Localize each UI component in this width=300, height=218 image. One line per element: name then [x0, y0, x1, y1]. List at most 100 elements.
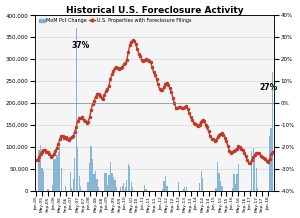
- Bar: [265, 191, 266, 203]
- Bar: [70, 172, 71, 191]
- Bar: [268, 191, 269, 215]
- Bar: [230, 191, 232, 212]
- Bar: [110, 162, 111, 191]
- Bar: [259, 191, 260, 196]
- Bar: [153, 191, 154, 210]
- Bar: [183, 189, 184, 191]
- Bar: [88, 182, 89, 191]
- Bar: [181, 191, 182, 196]
- Bar: [242, 191, 244, 200]
- Bar: [83, 191, 84, 206]
- Bar: [136, 191, 138, 205]
- Bar: [203, 191, 205, 200]
- Bar: [165, 176, 166, 191]
- Bar: [116, 187, 117, 191]
- Bar: [256, 168, 257, 191]
- Legend: MoM Pct Change, U.S. Properties with Foreclosure Filings: MoM Pct Change, U.S. Properties with For…: [37, 16, 193, 25]
- Bar: [111, 173, 112, 191]
- Bar: [248, 191, 249, 218]
- Bar: [77, 147, 78, 191]
- Bar: [251, 151, 252, 191]
- Bar: [214, 191, 215, 206]
- Bar: [50, 191, 52, 218]
- Bar: [198, 191, 199, 197]
- Bar: [130, 182, 132, 191]
- Bar: [79, 175, 80, 191]
- Bar: [53, 158, 55, 191]
- Bar: [92, 159, 93, 191]
- Bar: [74, 158, 75, 191]
- Bar: [80, 186, 81, 191]
- Bar: [232, 188, 233, 191]
- Text: 37%: 37%: [72, 41, 90, 50]
- Bar: [236, 174, 238, 191]
- Bar: [224, 191, 226, 215]
- Bar: [250, 190, 251, 191]
- Bar: [229, 191, 230, 218]
- Bar: [91, 146, 92, 191]
- Bar: [40, 145, 41, 191]
- Bar: [262, 191, 263, 208]
- Bar: [205, 191, 206, 214]
- Bar: [140, 191, 141, 200]
- Bar: [266, 191, 267, 212]
- Bar: [85, 191, 86, 199]
- Bar: [47, 189, 49, 191]
- Bar: [56, 155, 58, 191]
- Bar: [260, 191, 261, 218]
- Bar: [227, 191, 229, 218]
- Bar: [172, 191, 173, 216]
- Bar: [190, 191, 191, 211]
- Bar: [271, 128, 272, 191]
- Bar: [160, 191, 162, 196]
- Bar: [89, 163, 90, 191]
- Bar: [192, 191, 193, 212]
- Bar: [107, 185, 108, 191]
- Bar: [233, 174, 235, 191]
- Bar: [135, 191, 136, 200]
- Bar: [132, 187, 134, 191]
- Bar: [37, 191, 38, 194]
- Bar: [108, 175, 110, 191]
- Bar: [238, 164, 239, 191]
- Bar: [99, 191, 101, 200]
- Bar: [113, 177, 114, 191]
- Bar: [154, 191, 156, 201]
- Bar: [177, 191, 178, 194]
- Bar: [122, 186, 123, 191]
- Bar: [73, 179, 74, 191]
- Bar: [223, 191, 224, 203]
- Bar: [68, 191, 69, 198]
- Bar: [141, 191, 142, 203]
- Bar: [123, 183, 124, 191]
- Bar: [117, 191, 119, 194]
- Bar: [175, 191, 176, 212]
- Bar: [254, 158, 255, 191]
- Bar: [101, 191, 102, 204]
- Bar: [187, 191, 188, 204]
- Bar: [235, 184, 236, 191]
- Bar: [129, 167, 130, 191]
- Bar: [142, 191, 144, 195]
- Bar: [146, 189, 147, 191]
- Bar: [244, 191, 245, 218]
- Bar: [41, 168, 43, 191]
- Bar: [125, 187, 126, 191]
- Bar: [239, 191, 241, 200]
- Bar: [65, 186, 66, 191]
- Text: 27%: 27%: [259, 83, 278, 92]
- Bar: [164, 181, 165, 191]
- Bar: [98, 187, 99, 191]
- Bar: [217, 162, 218, 191]
- Bar: [186, 187, 187, 191]
- Bar: [114, 180, 116, 191]
- Bar: [152, 191, 153, 207]
- Title: Historical U.S. Foreclosure Activity: Historical U.S. Foreclosure Activity: [65, 5, 243, 15]
- Bar: [95, 171, 96, 191]
- Bar: [43, 171, 44, 191]
- Bar: [49, 191, 50, 211]
- Bar: [62, 191, 64, 193]
- Bar: [169, 191, 171, 204]
- Bar: [119, 191, 120, 194]
- Bar: [76, 29, 77, 191]
